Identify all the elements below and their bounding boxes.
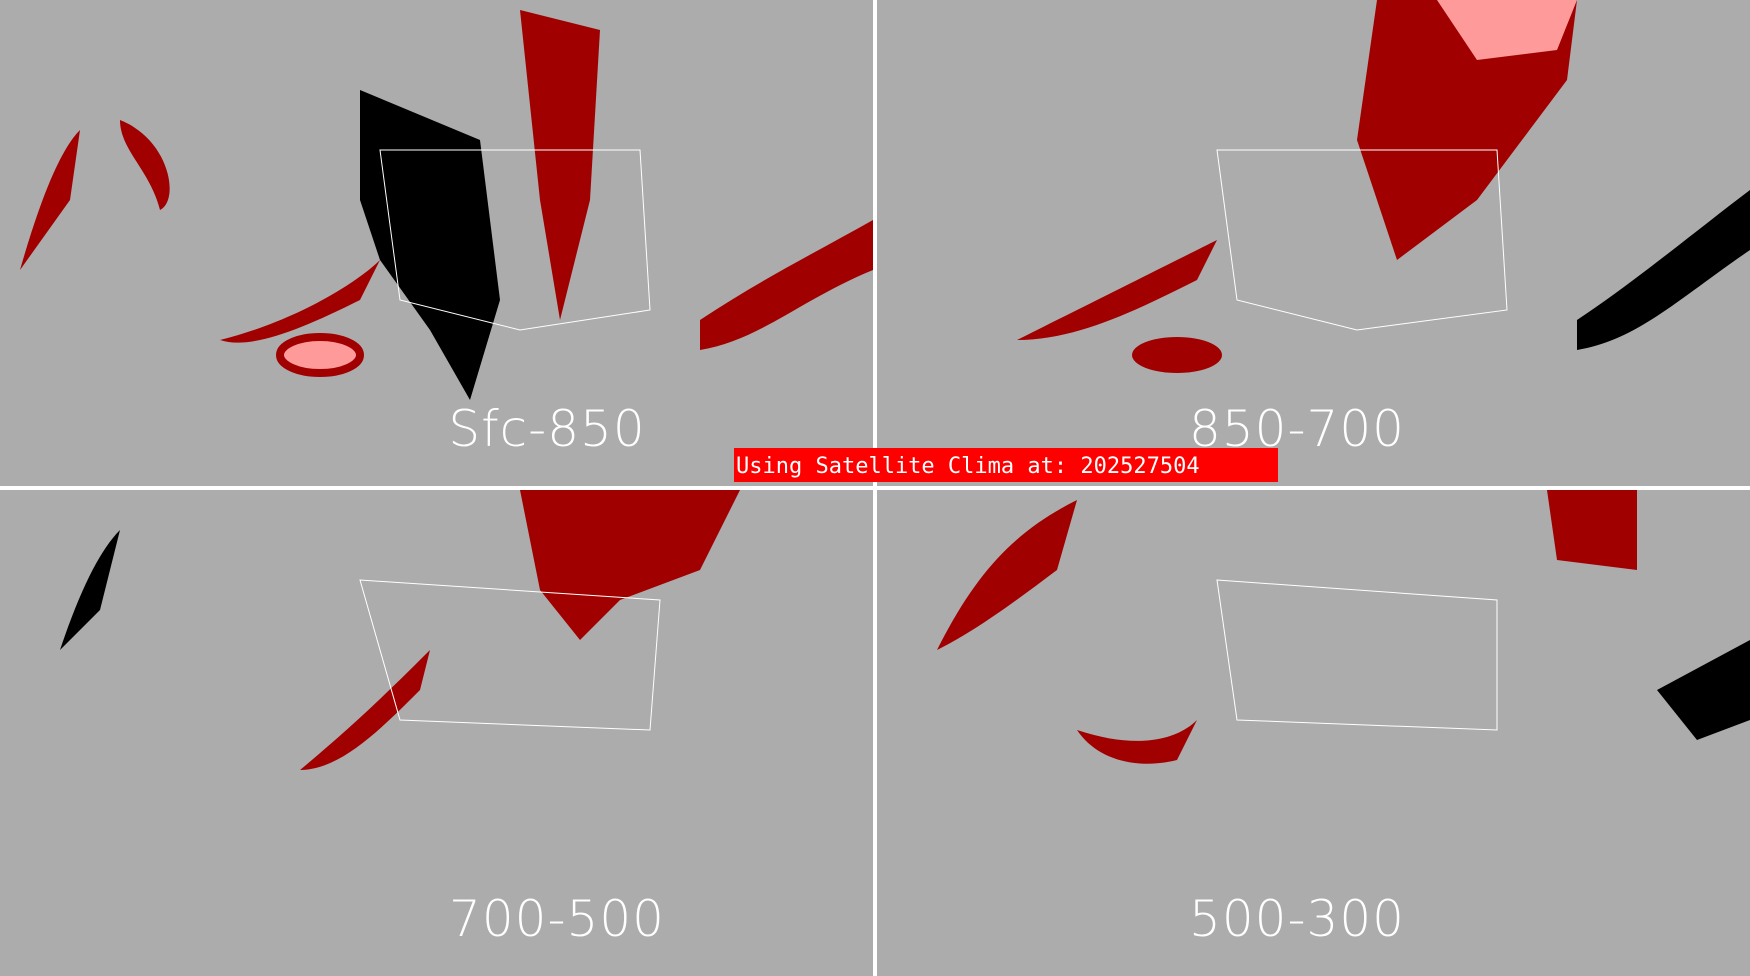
red-region — [20, 130, 80, 270]
red-region — [220, 260, 380, 343]
red-region — [700, 220, 873, 350]
red-region — [1017, 240, 1217, 340]
red-region — [937, 500, 1077, 650]
red-region — [520, 490, 740, 640]
state-borders — [379, 149, 651, 331]
map-panel-700-500: 700-500 — [0, 490, 873, 976]
red-region — [1077, 720, 1197, 764]
black-region — [360, 90, 500, 400]
black-region — [60, 530, 120, 650]
red-region — [120, 120, 170, 210]
satellite-clima-banner: Using Satellite Clima at: 202527504 — [734, 448, 1278, 482]
moisture-map — [1017, 0, 1750, 373]
panel-label: 700-500 — [449, 890, 665, 948]
state-borders — [359, 579, 661, 731]
panel-label: Sfc-850 — [448, 400, 646, 458]
black-region — [1577, 190, 1750, 350]
red-region — [1357, 0, 1577, 260]
red-region — [520, 10, 600, 320]
red-region — [1132, 337, 1222, 373]
moisture-map — [60, 490, 740, 770]
moisture-map — [20, 10, 873, 400]
state-borders — [1216, 579, 1498, 731]
panel-label: 500-300 — [1189, 890, 1405, 948]
pink-region — [276, 333, 364, 377]
map-panel-sfc-850: Sfc-850 — [0, 0, 873, 486]
moisture-map — [937, 490, 1750, 764]
map-panel-850-700: 850-700 — [877, 0, 1750, 486]
red-region — [1547, 490, 1637, 570]
state-borders — [1216, 149, 1508, 331]
red-region — [300, 650, 430, 770]
map-panel-500-300: 500-300 — [877, 490, 1750, 976]
black-region — [1657, 640, 1750, 740]
pink-region — [1437, 0, 1577, 60]
